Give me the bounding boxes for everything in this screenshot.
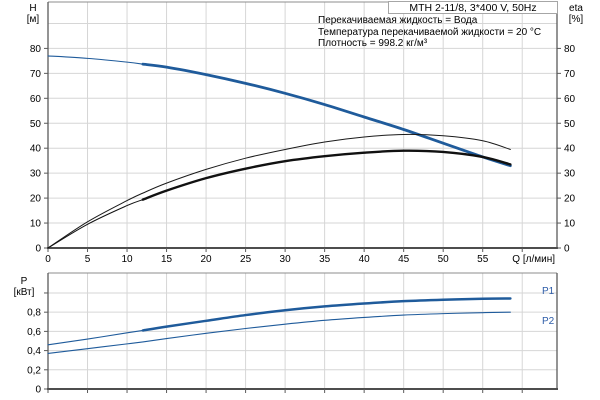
svg-text:0,2: 0,2 [27, 365, 41, 376]
svg-text:20: 20 [30, 194, 42, 205]
svg-text:30: 30 [280, 254, 292, 265]
svg-text:20: 20 [201, 254, 213, 265]
svg-text:0: 0 [35, 385, 41, 396]
power-axis-symbol: P [20, 276, 28, 287]
svg-text:40: 40 [564, 144, 576, 155]
svg-text:50: 50 [564, 119, 576, 130]
svg-text:0,8: 0,8 [27, 308, 41, 319]
svg-text:10: 10 [121, 254, 133, 265]
head-axis-title: H [м] [19, 3, 47, 25]
eta-axis-title: eta [%] [557, 3, 595, 25]
svg-text:25: 25 [240, 254, 252, 265]
svg-text:50: 50 [30, 119, 42, 130]
svg-text:30: 30 [564, 169, 576, 180]
svg-text:60: 60 [564, 94, 576, 105]
svg-text:0: 0 [564, 244, 570, 255]
head-axis-unit: [м] [26, 14, 40, 25]
svg-text:0: 0 [35, 244, 41, 255]
svg-text:50: 50 [438, 254, 450, 265]
pump-title-text: MTH 2-11/8, 3*400 V, 50Hz [409, 2, 537, 14]
liquid-info-block: Перекачиваемая жидкость = Вода Температу… [318, 15, 541, 50]
svg-text:15: 15 [161, 254, 173, 265]
svg-text:10: 10 [564, 219, 576, 230]
svg-text:Q [л/мин]: Q [л/мин] [512, 254, 555, 265]
info-temperature: Температура перекачиваемой жидкости = 20… [318, 26, 542, 38]
svg-text:60: 60 [30, 94, 42, 105]
svg-text:80: 80 [30, 44, 42, 55]
head-axis-symbol: H [29, 3, 37, 14]
svg-text:5: 5 [85, 254, 91, 265]
svg-text:35: 35 [319, 254, 331, 265]
power-axis-unit: [кВт] [13, 287, 35, 298]
svg-text:70: 70 [30, 69, 42, 80]
eta-axis-unit: [%] [568, 14, 584, 25]
svg-text:20: 20 [564, 194, 576, 205]
svg-text:0,6: 0,6 [27, 327, 41, 338]
eta-axis-symbol: eta [569, 3, 583, 14]
svg-text:80: 80 [564, 44, 576, 55]
svg-text:55: 55 [477, 254, 489, 265]
pump-title-box: MTH 2-11/8, 3*400 V, 50Hz [388, 1, 558, 14]
svg-text:0,4: 0,4 [27, 346, 41, 357]
svg-text:30: 30 [30, 169, 42, 180]
svg-text:70: 70 [564, 69, 576, 80]
info-density: Плотность = 998.2 кг/м³ [318, 38, 428, 49]
p2-curve-label: P2 [542, 316, 555, 327]
svg-text:0: 0 [45, 254, 51, 265]
p1-curve-label: P1 [542, 286, 555, 297]
svg-text:40: 40 [30, 144, 42, 155]
svg-text:10: 10 [30, 219, 42, 230]
info-liquid: Перекачиваемая жидкость = Вода [318, 15, 478, 26]
svg-text:40: 40 [359, 254, 371, 265]
power-axis-title: P [кВт] [8, 276, 40, 298]
svg-text:45: 45 [398, 254, 410, 265]
